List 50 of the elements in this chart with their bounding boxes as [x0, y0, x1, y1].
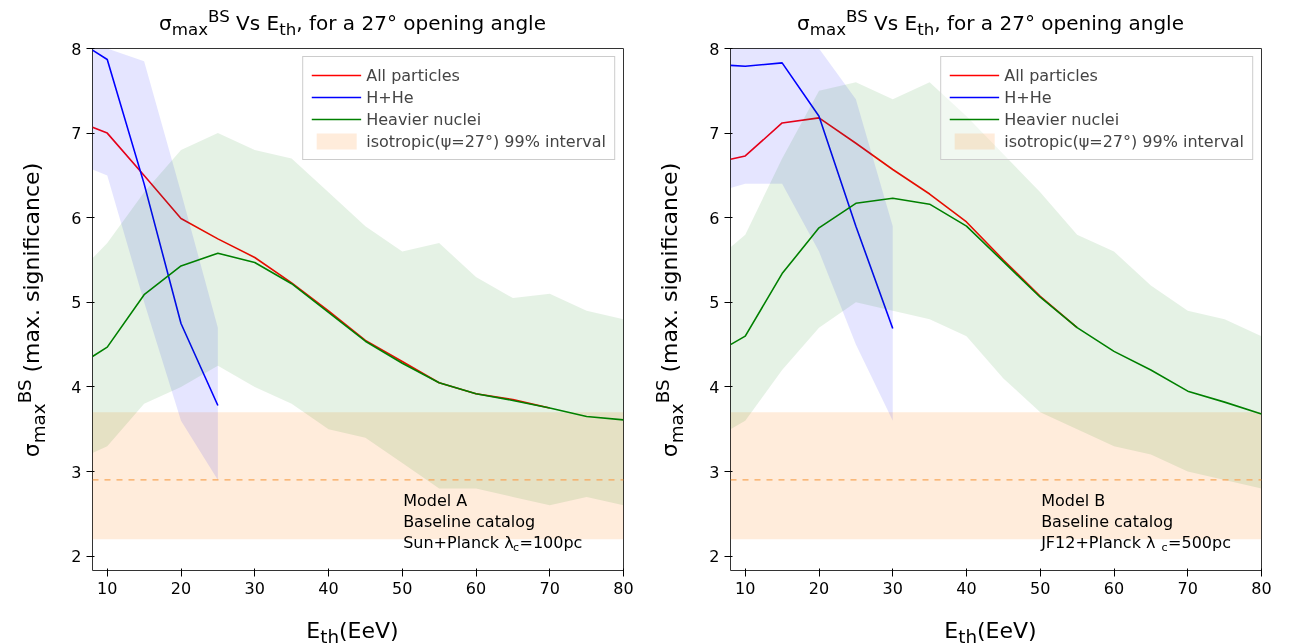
y-tick-label: 5	[709, 293, 720, 313]
x-tick-label: 10	[735, 578, 756, 598]
annotation: Baseline catalog	[403, 511, 536, 531]
legend-label: Heavier nuclei	[1004, 109, 1120, 129]
x-axis-title: E$_{th}$(EeV)	[305, 617, 400, 643]
x-tick-label: 50	[392, 578, 413, 598]
annotation: Model A	[403, 490, 468, 510]
x-tick-label: 60	[1103, 578, 1125, 598]
x-tick-label: 30	[882, 578, 903, 598]
legend-label: isotropic(ψ=27°) 99% interval	[366, 131, 606, 151]
x-tick-label: 70	[1177, 578, 1198, 598]
x-tick-label: 70	[539, 578, 560, 598]
y-tick-label: 8	[709, 39, 720, 59]
y-tick-label: 3	[709, 462, 720, 482]
y-tick-label: 2	[71, 547, 82, 567]
legend-label: isotropic(ψ=27°) 99% interval	[1004, 131, 1244, 151]
y-tick-label: 6	[71, 208, 82, 228]
legend-label: H+He	[366, 87, 414, 107]
y-tick-label: 5	[71, 293, 82, 313]
line-series	[92, 49, 219, 407]
line-series	[730, 197, 1262, 415]
legend-label: H+He	[1004, 87, 1052, 107]
y-tick-label: 4	[71, 377, 82, 397]
y-tick-label: 6	[709, 208, 720, 228]
annotation: Baseline catalog	[1041, 511, 1174, 531]
y-tick-label: 4	[709, 377, 720, 397]
annotation: Model B	[1041, 490, 1106, 510]
y-tick-label: 7	[71, 124, 82, 144]
x-tick-label: 40	[956, 578, 977, 598]
x-tick-label: 20	[808, 578, 830, 598]
legend-label: All particles	[1004, 65, 1098, 85]
y-tick-label: 8	[71, 39, 82, 59]
line-series	[92, 252, 624, 421]
x-tick-label: 20	[170, 578, 192, 598]
chart-title: σ$_{max}$$^{BS}$ Vs E$_{th}$, for a 27° opening angle	[158, 6, 547, 41]
line-series	[730, 62, 894, 330]
y-tick-label: 2	[709, 547, 720, 567]
x-tick-label: 30	[244, 578, 265, 598]
y-tick-label: 3	[71, 462, 82, 482]
x-tick-label: 60	[465, 578, 487, 598]
x-tick-label: 80	[1251, 578, 1272, 598]
y-tick-label: 7	[709, 124, 720, 144]
x-tick-label: 10	[97, 578, 118, 598]
legend-label: Heavier nuclei	[366, 109, 482, 129]
x-tick-label: 80	[613, 578, 634, 598]
x-axis-title: E$_{th}$(EeV)	[943, 617, 1038, 643]
chart-title: σ$_{max}$$^{BS}$ Vs E$_{th}$, for a 27° opening angle	[796, 6, 1185, 41]
x-tick-label: 50	[1030, 578, 1051, 598]
legend-label: All particles	[366, 65, 460, 85]
x-tick-label: 40	[318, 578, 339, 598]
